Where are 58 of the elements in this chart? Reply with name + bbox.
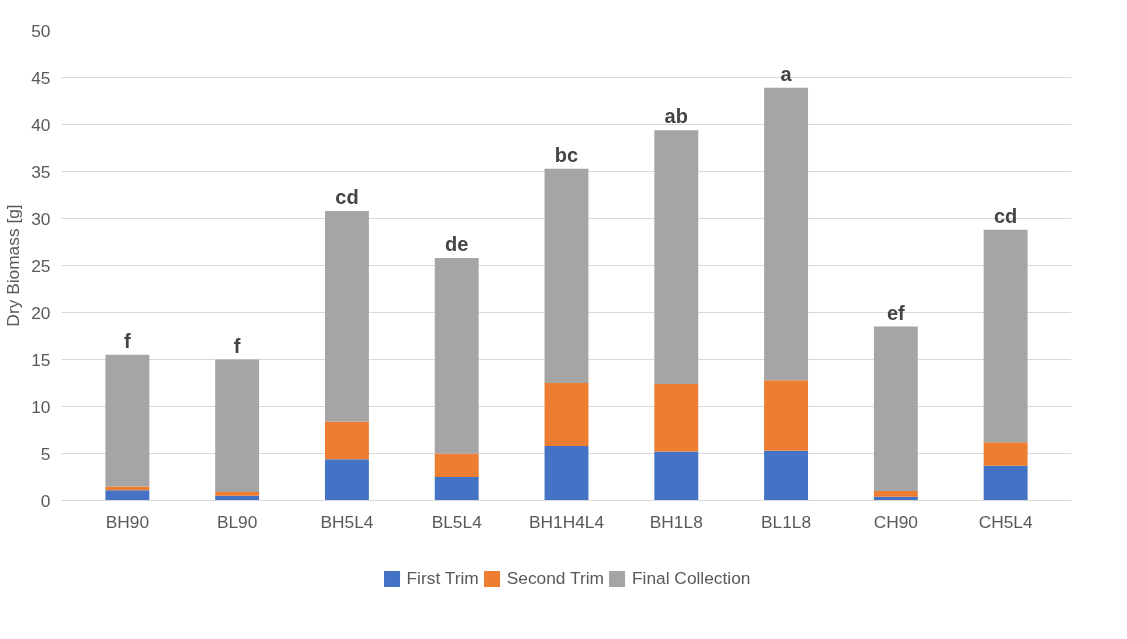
y-tick-label: 40 (31, 114, 51, 135)
bar (324, 210, 369, 422)
y-tick-label: 50 (31, 20, 51, 41)
bar (544, 168, 589, 383)
bar (434, 477, 479, 501)
legend-label: First Trim (406, 567, 479, 589)
x-tick-label: BL5L4 (431, 511, 483, 532)
y-tick-label: 45 (31, 67, 51, 88)
bar (983, 465, 1028, 501)
bar (764, 380, 809, 451)
y-tick-label: 30 (31, 208, 51, 229)
bar (983, 229, 1028, 443)
bar (654, 451, 699, 501)
x-tick-label: BH1L8 (649, 511, 703, 532)
bar (105, 490, 150, 501)
bar (764, 87, 809, 381)
bar (324, 459, 369, 501)
bar (983, 442, 1028, 466)
y-tick-label: 5 (40, 443, 51, 464)
y-axis-title: Dry Biomass [g] (3, 204, 24, 327)
bar (873, 491, 918, 497)
annotation: cd (993, 204, 1018, 227)
x-tick-label: BL1L8 (761, 511, 812, 532)
bar (105, 354, 150, 487)
y-tick-label: 20 (31, 302, 51, 323)
annotation: f (233, 334, 241, 357)
annotation: ab (664, 105, 688, 128)
bar (105, 486, 150, 491)
annotation: ef (886, 301, 906, 324)
annotation: f (124, 329, 132, 352)
x-tick-label: BH90 (105, 511, 150, 532)
x-tick-label: CH90 (873, 511, 919, 532)
bar (654, 383, 699, 452)
bar (654, 130, 699, 384)
annotation: de (445, 232, 469, 255)
y-tick-label: 15 (31, 349, 51, 370)
x-tick-label: BL90 (216, 511, 258, 532)
x-tick-label: CH5L4 (978, 511, 1033, 532)
bar (434, 257, 479, 454)
y-tick-label: 0 (40, 490, 51, 511)
legend-label: Final Collection (632, 567, 751, 589)
bar (434, 453, 479, 477)
bar (215, 359, 260, 493)
x-tick-label: BH5L4 (320, 511, 374, 532)
annotation: cd (335, 185, 359, 208)
bar (324, 421, 369, 460)
bar (873, 326, 918, 492)
bar (764, 450, 809, 501)
bar (544, 445, 589, 501)
y-tick-label: 35 (31, 161, 51, 182)
bar (215, 492, 260, 496)
y-tick-label: 25 (31, 255, 51, 276)
y-tick-label: 10 (31, 396, 51, 417)
legend-label: Second Trim (506, 567, 604, 589)
bar (544, 383, 589, 446)
x-tick-label: BH1H4L4 (528, 511, 605, 532)
annotation: a (780, 62, 793, 85)
annotation: bc (554, 143, 579, 166)
